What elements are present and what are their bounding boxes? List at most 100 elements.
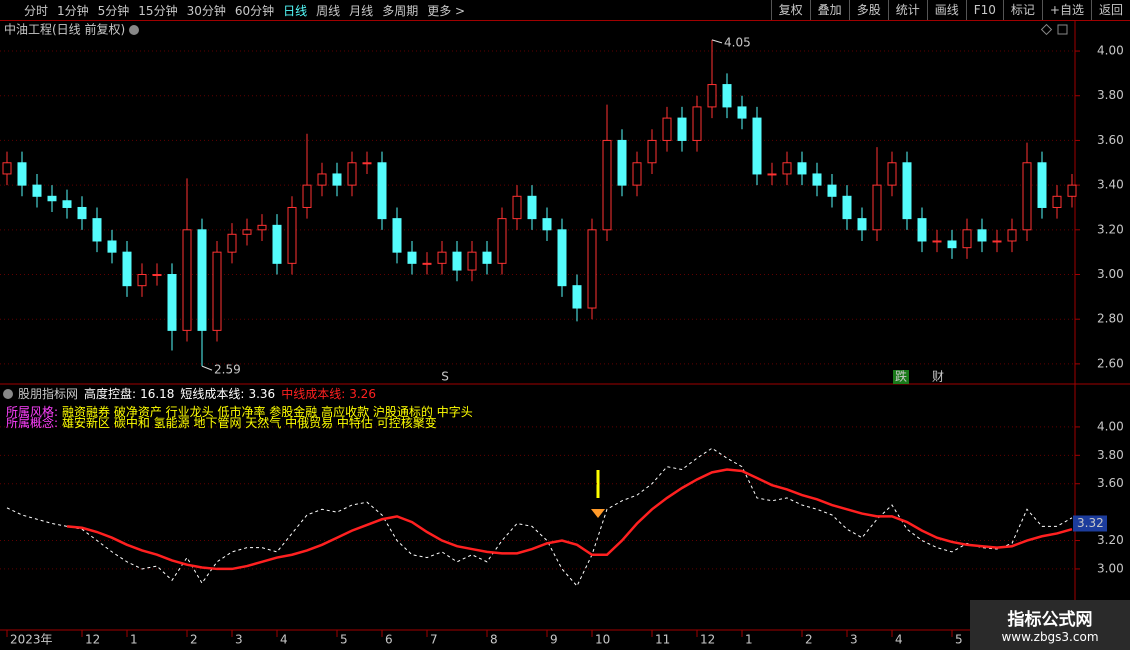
period-tab[interactable]: 周线 — [316, 3, 341, 18]
candle-body — [752, 117, 762, 175]
period-tab[interactable]: 更多 > — [427, 3, 466, 18]
candle-body — [1067, 184, 1077, 197]
current-value-box — [1073, 515, 1107, 532]
toolbar: 分时 1分钟 5分钟 15分钟 30分钟 60分钟 日线 周线 月线 多周期 更多 > 复权 叠加 多股统… — [0, 0, 1130, 21]
candle-body — [632, 162, 642, 186]
candle-body — [152, 274, 162, 277]
period-tab[interactable]: 日线 — [283, 3, 308, 18]
legend-value: 3.26 — [349, 387, 376, 401]
candle-body — [272, 224, 282, 264]
candle-body — [962, 229, 972, 249]
legend-name: 中线成本线: — [281, 386, 345, 401]
candle-body — [317, 173, 327, 186]
action-button[interactable]: 标记 — [1002, 0, 1042, 20]
candle-body — [1052, 195, 1062, 208]
readout-value: 16.18 — [140, 387, 174, 401]
candle-body — [242, 229, 252, 235]
x-tick-label: 12 — [85, 633, 100, 647]
candle-body — [917, 218, 927, 242]
window-icon[interactable] — [1057, 24, 1068, 35]
action-button[interactable]: 画线 — [926, 0, 966, 20]
diamond-icon[interactable] — [1040, 23, 1053, 36]
candle-body — [797, 162, 807, 175]
x-tick-label: 9 — [550, 633, 558, 647]
period-tab[interactable]: 60分钟 — [234, 3, 275, 18]
candle-body — [842, 195, 852, 220]
candle-body — [302, 184, 312, 208]
candle-body — [857, 218, 867, 231]
indicator-header: 股朋指标网 高度控盘: 16.18 短线成本线: 3.36 中线成本线: 3.26 — [18, 386, 376, 401]
action-button[interactable]: 返回 — [1090, 0, 1130, 20]
indicator-title: 股朋指标网 — [18, 386, 78, 401]
candle-body — [197, 229, 207, 331]
candle-body — [992, 240, 1002, 243]
candle-body — [182, 229, 192, 331]
candle-body — [212, 251, 222, 331]
title-menu-icon[interactable] — [129, 25, 139, 35]
watermark-title: 指标公式网 — [1007, 610, 1093, 630]
action-button[interactable]: F10 — [965, 0, 1003, 20]
tag-line: 所属风格: 融资融券 破净资产 行业龙头 低市净率 参股金融 高应收款 沪股通标的… — [6, 404, 473, 419]
candle-body — [872, 184, 882, 231]
candle-body — [452, 251, 462, 271]
candle-body — [77, 206, 87, 220]
series-line — [66, 468, 1073, 571]
x-tick-label: 3 — [850, 633, 858, 647]
x-tick-label: 1 — [745, 633, 753, 647]
x-tick-label: 2 — [805, 633, 813, 647]
candle-body — [2, 162, 12, 175]
action-button[interactable]: +自选 — [1041, 0, 1091, 20]
tag-line: 所属概念: 雄安新区 碳中和 氢能源 地下管网 天然气 中俄贸易 中特估 可控核聚… — [6, 415, 437, 430]
x-tick-label: 5 — [955, 633, 963, 647]
candle-body — [47, 195, 57, 202]
tag-text: 融资融券 破净资产 行业龙头 低市净率 参股金融 高应收款 沪股通标的 中字头 — [62, 404, 473, 419]
candle-body — [587, 229, 597, 309]
x-tick-label: 11 — [655, 633, 670, 647]
max-label: 4.05 — [724, 35, 751, 49]
candle-body — [92, 218, 102, 242]
legend-name: 短线成本线: — [180, 387, 244, 401]
candle-body — [347, 162, 357, 186]
candle-body — [812, 173, 822, 186]
candle-body — [332, 173, 342, 186]
candle-body — [167, 274, 177, 331]
chart-title: 中油工程(日线 前复权) — [4, 22, 125, 37]
candle-body — [122, 251, 132, 287]
action-button[interactable]: 多股 — [848, 0, 888, 20]
x-tick-label: 4 — [895, 633, 903, 647]
period-tab[interactable]: 15分钟 — [138, 3, 178, 18]
x-tick-label: 3 — [235, 633, 243, 647]
candle-body — [767, 173, 777, 176]
y-tick-label: 3.60 — [1097, 476, 1124, 490]
candle-body — [17, 162, 27, 186]
candle-body — [362, 162, 372, 165]
period-tab[interactable]: 月线 — [349, 3, 374, 18]
candle-body — [977, 229, 987, 242]
candle-body — [482, 251, 492, 264]
y-tick-label: 3.80 — [1097, 88, 1124, 102]
candle-body — [542, 218, 552, 231]
candle-body — [722, 84, 732, 108]
indicator-menu-icon[interactable] — [3, 389, 13, 399]
period-tab[interactable]: 分时 — [24, 3, 49, 18]
period-tab[interactable]: 30分钟 — [186, 3, 226, 18]
period-tab[interactable]: 多周期 — [382, 3, 419, 18]
candle-body — [497, 218, 507, 264]
action-button[interactable]: 叠加 — [809, 0, 849, 20]
action-button[interactable]: 统计 — [887, 0, 927, 20]
candle-body — [107, 240, 117, 253]
period-tabs: 分时 1分钟 5分钟 15分钟 30分钟 60分钟 日线 周线 月线 多周期 更多 > — [0, 0, 465, 20]
y-tick-label: 3.00 — [1097, 561, 1124, 575]
candle-body — [1037, 162, 1047, 208]
min-label: 2.59 — [214, 363, 241, 377]
event-marker: 财 — [932, 370, 944, 384]
candle-body — [422, 262, 432, 265]
candle-body — [782, 162, 792, 175]
tag-label: 所属风格: — [6, 404, 58, 419]
candle-body — [692, 106, 702, 141]
action-button[interactable]: 复权 — [770, 0, 810, 20]
period-tab[interactable]: 5分钟 — [97, 3, 130, 18]
period-tab[interactable]: 1分钟 — [57, 3, 89, 18]
